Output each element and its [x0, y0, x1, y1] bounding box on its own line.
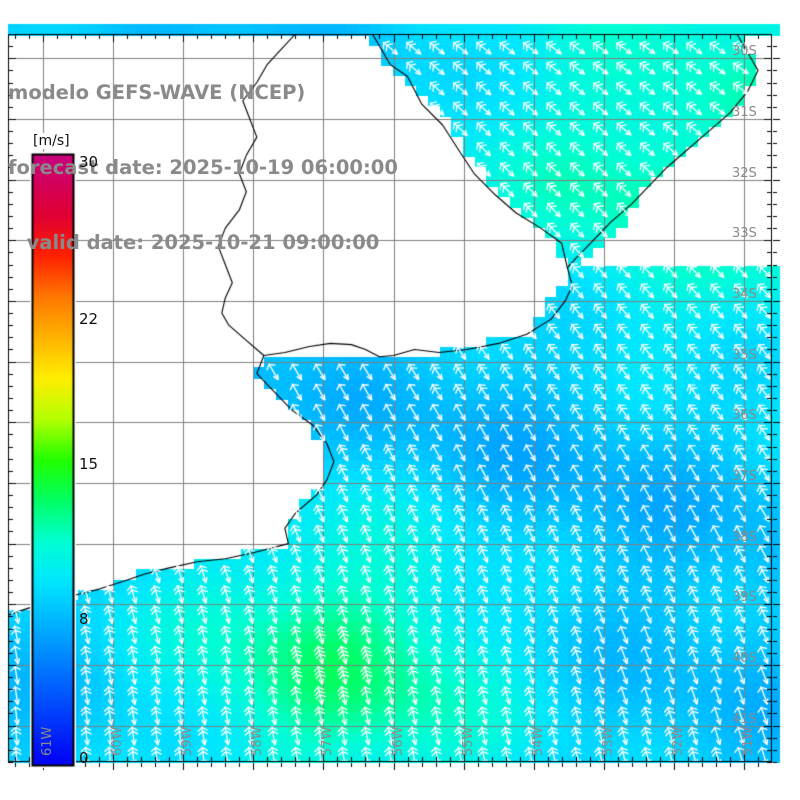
lon-label-60W: 60W	[110, 726, 126, 756]
lon-label-51W: 51W	[740, 726, 756, 756]
lat-label-32S: 32S	[732, 165, 757, 181]
lat-label-33S: 33S	[732, 226, 757, 242]
lon-label-57W: 57W	[320, 726, 336, 756]
lon-label-61W: 61W	[40, 726, 56, 756]
colorbar-tick-15: 15	[79, 455, 99, 473]
colorbar-tick-0: 0	[79, 749, 89, 767]
colorbar-tick-22: 22	[79, 310, 99, 328]
lat-label-36S: 36S	[732, 408, 757, 424]
lat-label-41S: 41S	[732, 711, 757, 727]
colorbar-tick-8: 8	[79, 610, 89, 628]
lat-label-40S: 40S	[732, 650, 757, 666]
lon-label-52W: 52W	[670, 726, 686, 756]
lon-label-55W: 55W	[460, 726, 476, 756]
lon-label-58W: 58W	[250, 726, 266, 756]
lat-label-30S: 30S	[732, 44, 757, 60]
lon-label-59W: 59W	[180, 726, 196, 756]
lat-label-37S: 37S	[732, 468, 757, 484]
lon-label-53W: 53W	[600, 726, 616, 756]
lat-label-39S: 39S	[732, 590, 757, 606]
colorbar-tick-30: 30	[79, 153, 99, 171]
lon-label-54W: 54W	[530, 726, 546, 756]
lat-label-35S: 35S	[732, 347, 757, 363]
lon-label-56W: 56W	[390, 726, 406, 756]
colorbar-unit-label: [m/s]	[31, 133, 72, 149]
lat-label-34S: 34S	[732, 286, 757, 302]
lat-label-38S: 38S	[732, 529, 757, 545]
lat-label-31S: 31S	[732, 104, 757, 120]
